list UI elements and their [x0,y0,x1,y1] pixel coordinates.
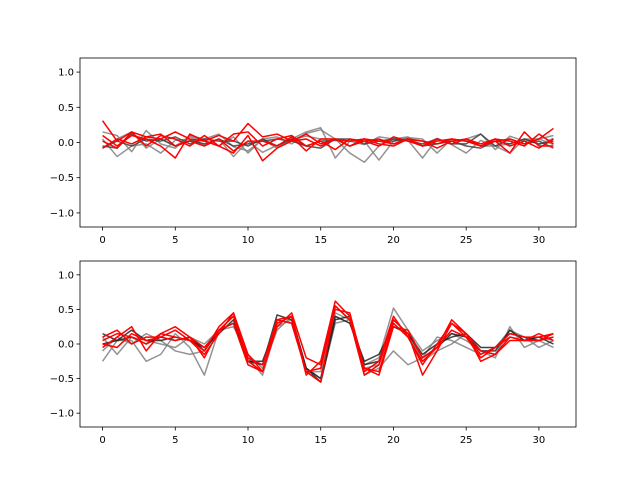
top-series-line-5 [102,136,554,149]
top-y-tick-label: −0.5 [50,173,74,184]
bottom-x-tick-label: 30 [533,435,546,446]
bottom-subplot: 0 5 10 15 20 25 30 1.0 0.5 0.0 −0.5 −1.0 [50,260,577,446]
bottom-x-tick-label: 5 [172,435,178,446]
top-x-tick-label: 20 [387,235,400,246]
top-x-tick-label: 0 [99,235,105,246]
top-y-tick-label: 0.5 [58,103,74,114]
bottom-x-tick-label: 25 [460,435,473,446]
bottom-y-tick-label: 0.5 [58,305,74,316]
top-x-tick-label: 30 [533,235,546,246]
bottom-series-line-9 [102,305,554,383]
bottom-x-tick-label: 15 [314,435,327,446]
bottom-series-line-8 [102,308,554,376]
top-y-tick-label: 1.0 [58,68,74,79]
bottom-y-tick-label: −1.0 [50,409,74,420]
top-x-tick-label: 5 [172,235,178,246]
bottom-series-group [101,300,554,383]
top-series-line-8 [102,131,554,162]
bottom-x-tick-label: 20 [387,435,400,446]
top-y-tick-label: 0.0 [58,138,74,149]
bottom-y-tick-label: 0.0 [58,340,74,351]
top-x-tick-label: 10 [242,235,255,246]
bottom-y-tick-label: −0.5 [50,374,74,385]
bottom-x-tick-label: 0 [99,435,105,446]
top-series-group [101,120,554,163]
top-subplot: 0 5 10 15 20 25 30 1.0 0.5 0.0 −0.5 −1.0 [50,57,577,246]
bottom-x-tick-label: 10 [242,435,255,446]
top-y-tick-label: −1.0 [50,208,74,219]
top-x-tick-label: 15 [314,235,327,246]
bottom-series-line-6 [102,300,554,376]
top-x-tick-label: 25 [460,235,473,246]
top-series-line-9 [102,133,554,152]
bottom-y-tick-label: 1.0 [58,270,74,281]
